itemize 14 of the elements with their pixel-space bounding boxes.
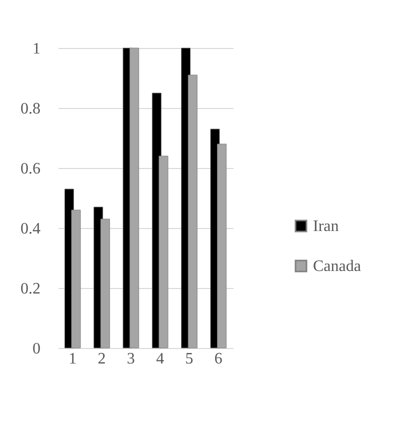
legend-label: Canada bbox=[313, 258, 361, 275]
x-tick-label: 5 bbox=[185, 350, 194, 368]
legend-label: Iran bbox=[313, 218, 339, 235]
x-tick-label: 6 bbox=[214, 350, 222, 368]
y-tick-label: 1 bbox=[32, 40, 40, 58]
x-tick-label: 3 bbox=[126, 350, 135, 368]
y-tick-label: 0.2 bbox=[20, 280, 40, 298]
y-tick-label: 0.6 bbox=[20, 160, 40, 178]
y-tick-label: 0.4 bbox=[20, 220, 40, 238]
x-tick-label: 1 bbox=[68, 350, 77, 368]
x-tick-label: 4 bbox=[156, 350, 164, 368]
x-tick-label: 2 bbox=[98, 350, 106, 368]
y-tick-label: 0.8 bbox=[20, 100, 40, 118]
y-tick-label: 0 bbox=[32, 340, 40, 358]
